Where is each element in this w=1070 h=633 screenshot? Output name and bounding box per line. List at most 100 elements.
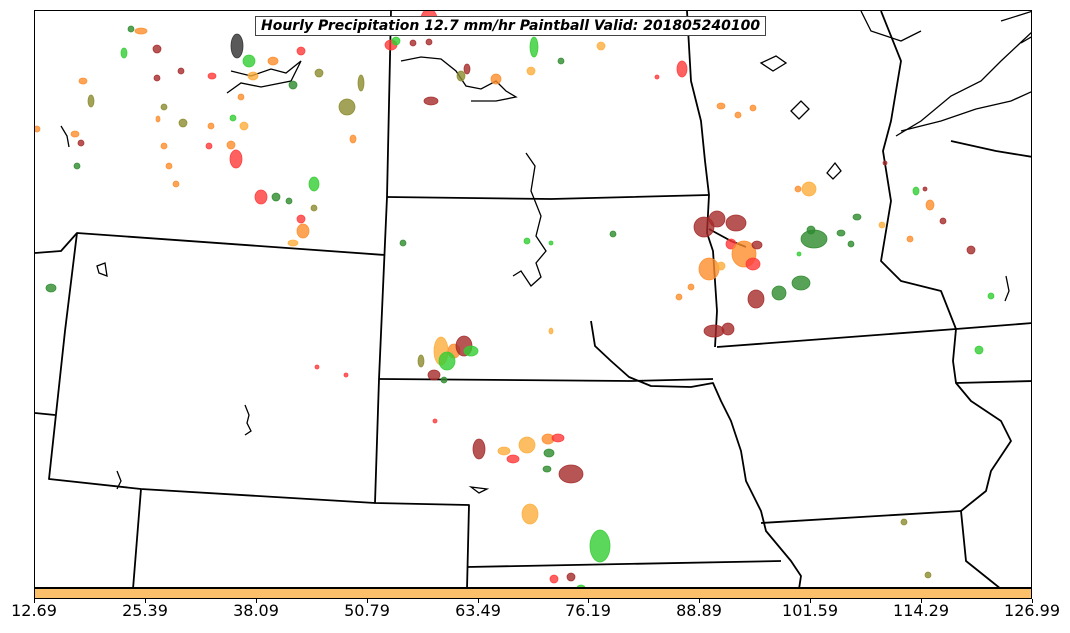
state-border xyxy=(48,232,470,587)
precipitation-blob xyxy=(558,464,584,484)
precipitation-blob xyxy=(349,134,357,144)
colorbar-tick-mark xyxy=(145,599,146,603)
precipitation-blob xyxy=(425,38,433,46)
precipitation-blob xyxy=(747,289,765,309)
precipitation-blob xyxy=(417,354,425,368)
precipitation-blob xyxy=(939,217,947,225)
precipitation-blob xyxy=(716,102,726,110)
precipitation-blob xyxy=(239,121,249,131)
precipitation-blob xyxy=(456,70,466,82)
precipitation-blob xyxy=(801,181,817,197)
map-title: Hourly Precipitation 12.7 mm/hr Paintbal… xyxy=(255,16,767,36)
precipitation-blob xyxy=(549,574,559,584)
precipitation-blob xyxy=(343,372,349,378)
great-lakes-shore xyxy=(900,91,1031,132)
precipitation-blob xyxy=(922,186,928,192)
precipitation-blob xyxy=(153,74,161,82)
precipitation-blob xyxy=(207,72,217,80)
precipitation-blob xyxy=(521,503,539,525)
precipitation-blob xyxy=(523,237,531,245)
precipitation-blob xyxy=(288,80,298,90)
precipitation-blob xyxy=(906,235,914,243)
precipitation-blob xyxy=(771,285,787,301)
precipitation-blob xyxy=(357,74,365,92)
lake xyxy=(759,55,788,72)
precipitation-blob xyxy=(596,41,606,51)
precipitation-blob xyxy=(749,104,757,112)
river xyxy=(400,56,518,102)
precipitation-blob xyxy=(172,180,180,188)
precipitation-blob xyxy=(165,162,173,170)
precipitation-blob xyxy=(160,103,168,111)
precipitation-blob xyxy=(721,322,735,336)
precipitation-blob xyxy=(796,251,802,257)
state-border xyxy=(955,380,1031,384)
precipitation-blob xyxy=(254,189,268,205)
precipitation-blob xyxy=(490,73,502,85)
lakes-and-rivers xyxy=(60,11,1031,494)
state-border xyxy=(378,378,714,382)
precipitation-blob xyxy=(878,221,886,229)
colorbar-tick-label: 101.59 xyxy=(782,601,838,620)
colorbar-tick-label: 63.49 xyxy=(455,601,501,620)
precipitation-blob xyxy=(548,240,554,246)
state-border xyxy=(760,510,962,524)
map-panel xyxy=(34,10,1032,588)
colorbar-tick-mark xyxy=(1032,599,1033,603)
precipitation-blob xyxy=(285,197,293,205)
precipitation-blob xyxy=(472,438,486,460)
precipitation-blob xyxy=(609,230,617,238)
precipitation-blob xyxy=(675,293,683,301)
colorbar-tick-mark xyxy=(588,599,589,603)
precipitation-blob xyxy=(518,436,536,454)
lake xyxy=(116,470,122,490)
precipitation-blob xyxy=(45,283,57,293)
precipitation-blob xyxy=(310,204,318,212)
precipitation-blob xyxy=(791,275,811,291)
state-border xyxy=(590,320,802,587)
precipitation-blob xyxy=(847,240,855,248)
great-lakes-shore xyxy=(60,125,70,148)
precipitation-blob xyxy=(693,216,715,238)
precipitation-blob xyxy=(725,214,747,232)
precipitation-blob xyxy=(296,223,310,239)
precipitation-blob xyxy=(226,140,236,150)
precipitation-blob xyxy=(205,142,213,150)
precipitation-blob xyxy=(287,239,299,247)
precipitation-blob xyxy=(974,345,984,355)
precipitation-blob xyxy=(806,225,816,235)
precipitation-blob xyxy=(708,210,726,228)
precipitation-blob xyxy=(882,160,888,166)
precipitation-blob xyxy=(314,364,320,370)
precipitation-blob xyxy=(912,186,920,196)
colorbar-tick-label: 25.39 xyxy=(122,601,168,620)
precipitation-blob xyxy=(399,239,407,247)
colorbar-tick-mark xyxy=(478,599,479,603)
precipitation-blob xyxy=(267,56,279,66)
precipitation-blob xyxy=(589,529,611,563)
precipitation-blob xyxy=(987,292,995,300)
precipitation-blob xyxy=(70,130,80,138)
colorbar xyxy=(34,588,1032,599)
precipitation-blob xyxy=(427,369,441,381)
colorbar-tick-label: 50.79 xyxy=(344,601,390,620)
precipitation-blob xyxy=(152,44,162,54)
precipitation-blob xyxy=(134,27,148,35)
precipitation-blob xyxy=(506,454,520,464)
state-border xyxy=(132,488,142,587)
colorbar-tick-label: 88.89 xyxy=(676,601,722,620)
precipitation-blob xyxy=(794,185,802,193)
great-lakes-shore xyxy=(895,31,1031,137)
precipitation-blob xyxy=(687,283,695,291)
state-border xyxy=(950,140,1031,158)
precipitation-blob xyxy=(542,465,552,473)
precipitation-blob xyxy=(925,199,935,211)
precipitation-blob xyxy=(296,214,306,224)
precipitation-blob xyxy=(526,66,536,76)
precipitation-blob xyxy=(440,376,448,384)
precipitation-blob xyxy=(432,418,438,424)
lake xyxy=(826,161,842,180)
precipitation-blob xyxy=(745,257,761,271)
precipitation-blob xyxy=(900,518,908,526)
precipitation-blob xyxy=(229,114,237,122)
